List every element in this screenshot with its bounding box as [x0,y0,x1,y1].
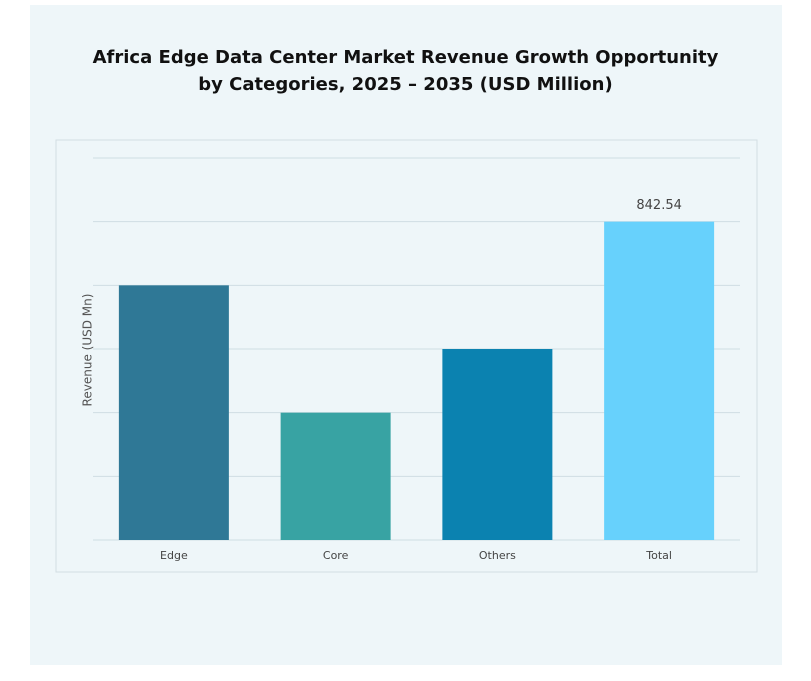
x-tick-label: Others [479,549,516,562]
y-axis-label: Revenue (USD Mn) [81,294,95,407]
bar [280,412,391,540]
bar [604,221,715,540]
bar [118,285,229,540]
chart-title: Africa Edge Data Center Market Revenue G… [92,47,719,95]
data-label: 842.54 [636,198,682,213]
x-tick-label: Core [323,549,349,562]
x-tick-label: Edge [160,549,188,562]
bar [442,349,553,540]
x-tick-label: Total [645,549,672,562]
